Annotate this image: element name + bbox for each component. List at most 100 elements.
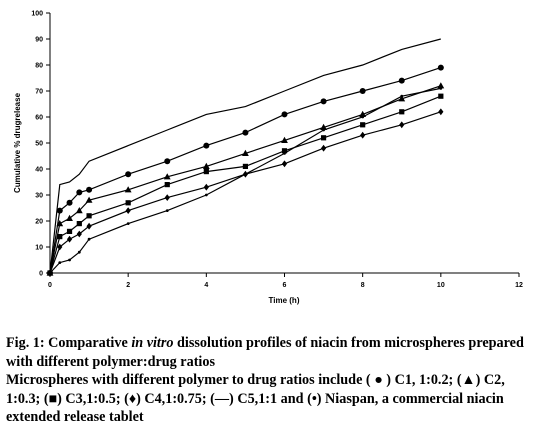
data-point bbox=[359, 88, 366, 94]
data-point bbox=[242, 149, 249, 156]
data-point bbox=[165, 209, 169, 213]
data-point bbox=[202, 162, 210, 169]
series-line bbox=[49, 111, 441, 274]
data-point bbox=[77, 250, 81, 254]
data-point bbox=[283, 152, 286, 155]
data-point bbox=[66, 214, 73, 221]
data-point bbox=[203, 169, 209, 175]
data-point bbox=[56, 207, 63, 214]
y-tick-label: 30 bbox=[35, 193, 43, 200]
y-tick-label: 90 bbox=[35, 37, 43, 44]
series-line bbox=[49, 87, 441, 274]
data-point bbox=[57, 243, 63, 251]
data-point bbox=[124, 186, 132, 193]
caption-title: Fig. 1: Comparative in vitro dissolution… bbox=[6, 334, 532, 371]
x-tick-label: 6 bbox=[283, 282, 287, 289]
caption-title-post: dissolution profiles of niacin from micr… bbox=[6, 335, 524, 370]
data-point bbox=[242, 129, 249, 136]
data-point bbox=[360, 131, 366, 139]
data-point bbox=[320, 123, 327, 130]
y-tick-label: 0 bbox=[39, 271, 43, 278]
data-point bbox=[125, 171, 132, 178]
data-point bbox=[66, 199, 73, 206]
x-tick-label: 12 bbox=[515, 282, 523, 289]
ticks: 0 10 20 30 40 50 60 70 80 90 100 0 2 4 6 8 10 12 bbox=[31, 11, 523, 290]
data-point bbox=[281, 148, 288, 154]
x-tick-label: 10 bbox=[437, 282, 445, 289]
y-tick-label: 80 bbox=[35, 63, 43, 70]
data-point bbox=[203, 142, 210, 149]
data-point bbox=[125, 200, 131, 206]
series-layer bbox=[46, 38, 445, 277]
data-point bbox=[281, 160, 288, 168]
data-point bbox=[400, 94, 404, 98]
series-c2 bbox=[46, 82, 445, 276]
x-tick-label: 8 bbox=[361, 282, 365, 289]
figure-caption: Fig. 1: Comparative in vitro dissolution… bbox=[6, 334, 532, 427]
data-point bbox=[398, 95, 406, 102]
data-point bbox=[320, 98, 327, 105]
data-point bbox=[320, 144, 327, 152]
data-point bbox=[66, 228, 73, 234]
series-niaspan bbox=[48, 87, 443, 275]
series-c5 bbox=[49, 38, 441, 274]
data-point bbox=[322, 128, 325, 132]
data-point bbox=[438, 108, 444, 116]
caption-body: Microspheres with different polymer to d… bbox=[6, 372, 505, 426]
series-c4 bbox=[47, 108, 444, 277]
data-point bbox=[76, 221, 82, 227]
data-point bbox=[86, 213, 92, 219]
data-point bbox=[58, 261, 62, 264]
data-point bbox=[360, 122, 366, 128]
data-point bbox=[87, 237, 91, 241]
caption-title-pre: Comparative bbox=[44, 335, 132, 351]
x-axis-title: Time (h) bbox=[269, 296, 300, 305]
data-point bbox=[125, 207, 131, 214]
data-point bbox=[281, 111, 288, 118]
data-point bbox=[399, 121, 405, 129]
data-point bbox=[164, 158, 171, 165]
y-tick-label: 100 bbox=[31, 11, 43, 18]
data-point bbox=[86, 222, 92, 230]
data-point bbox=[242, 163, 249, 169]
data-point bbox=[398, 77, 405, 84]
data-point bbox=[66, 235, 73, 243]
dissolution-chart: 0 10 20 30 40 50 60 70 80 90 100 0 2 4 6 8 10 12 Time (h)… bbox=[13, 11, 523, 306]
y-tick-label: 20 bbox=[35, 219, 43, 226]
data-point bbox=[164, 182, 170, 188]
y-tick-label: 10 bbox=[35, 245, 43, 252]
data-point bbox=[203, 183, 209, 191]
data-point bbox=[68, 258, 71, 262]
data-point bbox=[164, 194, 170, 201]
series-line bbox=[49, 95, 442, 274]
data-point bbox=[439, 87, 443, 90]
series-line bbox=[49, 85, 441, 274]
data-point bbox=[438, 93, 444, 99]
series-c3 bbox=[47, 93, 444, 276]
x-tick-label: 2 bbox=[126, 282, 130, 289]
data-point bbox=[126, 222, 130, 226]
y-tick-label: 50 bbox=[35, 141, 43, 148]
data-point bbox=[204, 193, 208, 197]
x-tick-label: 4 bbox=[204, 282, 208, 289]
data-point bbox=[75, 207, 83, 214]
series-line bbox=[49, 38, 441, 274]
y-tick-label: 60 bbox=[35, 115, 43, 122]
series-c1 bbox=[47, 64, 444, 276]
caption-title-italic: in vitro bbox=[131, 335, 174, 351]
data-point bbox=[281, 136, 288, 143]
y-tick-label: 40 bbox=[35, 167, 43, 174]
y-tick-label: 70 bbox=[35, 89, 43, 96]
data-point bbox=[437, 64, 444, 71]
data-point bbox=[48, 271, 52, 275]
series-line bbox=[49, 67, 441, 274]
x-tick-label: 0 bbox=[48, 282, 52, 289]
data-point bbox=[56, 220, 64, 227]
data-point bbox=[163, 173, 171, 180]
data-point bbox=[399, 109, 405, 115]
data-point bbox=[76, 189, 83, 196]
data-point bbox=[76, 230, 82, 238]
data-point bbox=[244, 172, 247, 176]
caption-fig-label: Fig. 1: bbox=[6, 335, 45, 351]
